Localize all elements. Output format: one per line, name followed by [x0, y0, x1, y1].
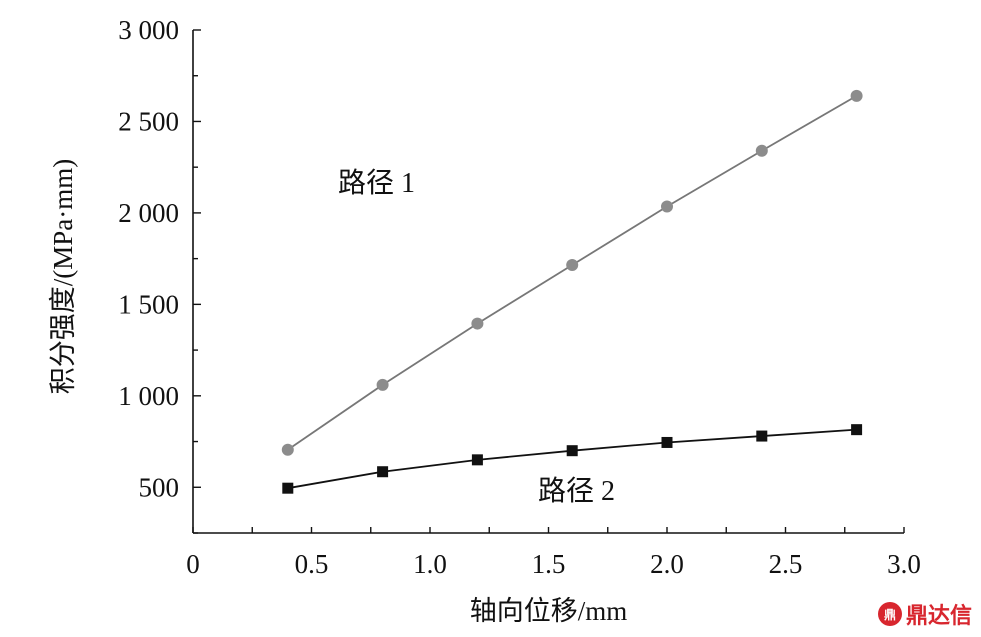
- y-axis-label: 积分强度/(MPa·mm): [48, 159, 78, 395]
- seal-icon: 鼎: [878, 602, 902, 626]
- data-point: [282, 482, 294, 494]
- data-point: [471, 454, 483, 466]
- data-point: [661, 436, 673, 448]
- series-layer: 路径 1 路径 2: [281, 89, 863, 507]
- x-tick-label: 1.5: [532, 549, 566, 579]
- y-axis-ticks: 500 1 000 1 500 2 000 2 500 3 000: [118, 15, 201, 534]
- y-tick-label: 500: [139, 472, 180, 502]
- data-point: [850, 89, 863, 102]
- data-point: [566, 445, 578, 457]
- x-tick-label: 0.5: [295, 549, 329, 579]
- data-point: [281, 443, 294, 456]
- series-1: 路径 1: [281, 89, 863, 456]
- data-point: [377, 466, 389, 478]
- data-point: [756, 430, 768, 442]
- x-tick-label: 1.0: [413, 549, 447, 579]
- y-tick-label: 2 000: [118, 198, 179, 228]
- data-point: [661, 200, 673, 213]
- series-line: [287, 95, 858, 451]
- series-label: 路径 2: [538, 475, 615, 507]
- y-tick-label: 3 000: [118, 15, 179, 45]
- axes: [192, 30, 904, 534]
- x-axis-ticks: 0 0.5 1.0 1.5 2.0 2.5 3.0: [186, 527, 921, 579]
- watermark-text: 鼎达信: [906, 604, 973, 629]
- y-tick-label: 1 500: [118, 289, 179, 319]
- data-point: [471, 317, 484, 330]
- series-2: 路径 2: [282, 424, 863, 507]
- y-tick-label: 1 000: [118, 381, 179, 411]
- data-point: [851, 424, 863, 436]
- data-point: [755, 144, 768, 157]
- data-point: [566, 259, 579, 272]
- x-axis-label: 轴向位移/mm: [470, 596, 628, 626]
- series-label: 路径 1: [338, 167, 415, 199]
- x-tick-label: 2.0: [650, 549, 684, 579]
- watermark: 鼎 鼎达信: [878, 598, 972, 630]
- data-point: [376, 378, 389, 391]
- x-tick-label: 3.0: [887, 549, 921, 579]
- y-tick-label: 2 500: [118, 106, 179, 136]
- x-tick-label: 2.5: [769, 549, 803, 579]
- x-tick-label: 0: [186, 549, 200, 579]
